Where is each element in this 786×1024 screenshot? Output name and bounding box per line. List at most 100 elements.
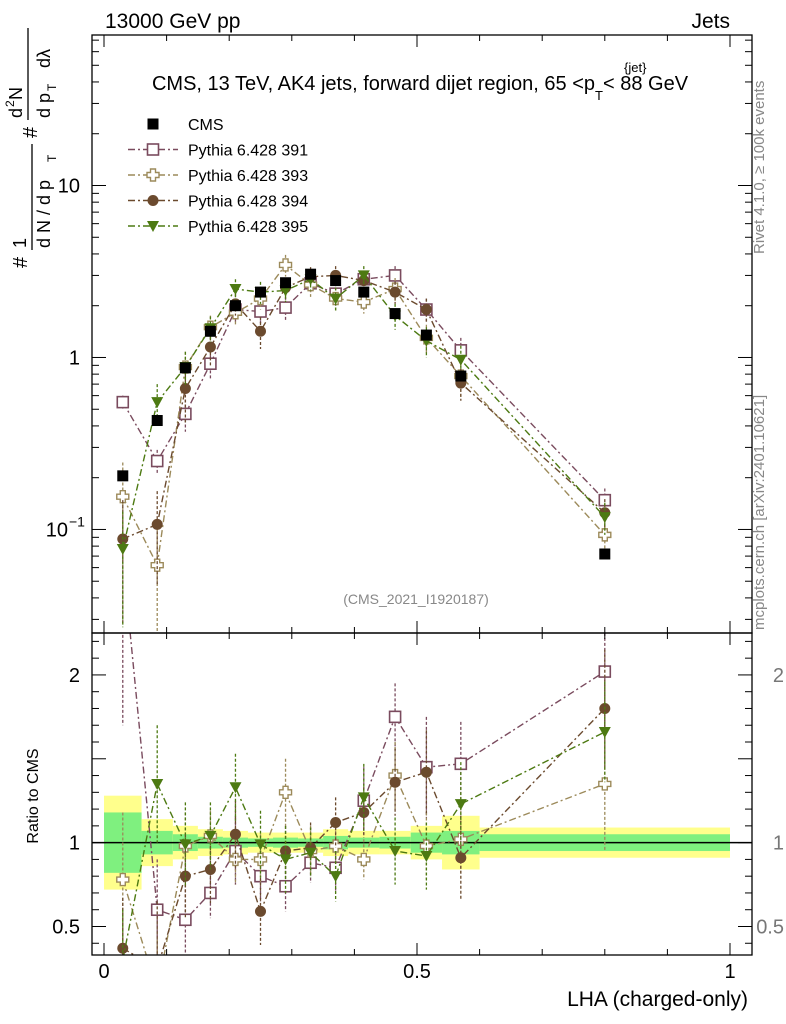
- legend-marker-2: [146, 168, 160, 182]
- ylabel-numerator-sup: 2: [3, 100, 17, 107]
- series-1-ratio: [116, 716, 612, 955]
- ratio-ytick-label-left-0: 0.5: [52, 916, 80, 938]
- legend-entry-1: Pythia 6.428 391: [128, 143, 308, 160]
- ylabel-denominator-2-sub: T: [45, 83, 59, 91]
- series-1-point-0: [116, 490, 130, 504]
- legend-label-0: CMS: [188, 117, 224, 134]
- series-3-point-12: [454, 354, 467, 366]
- series-3-ratio-point-3: [204, 830, 217, 842]
- main-ytick-label-2: 10: [58, 175, 80, 197]
- series-2-ratio-point-0: [117, 942, 129, 954]
- main-ytick-label-1: 1: [69, 347, 80, 369]
- ylabel-denominator-2-lambda: dλ: [34, 49, 54, 68]
- series-0-ratio: [122, 633, 612, 955]
- series-3-ratio-point-0: [117, 955, 129, 966]
- ratio-ytick-label-right-0: 0.5: [756, 916, 784, 938]
- series-3-ratio-line: [123, 731, 606, 955]
- rivet-version-label: Rivet 4.1.0, ≥ 100k events: [751, 81, 768, 254]
- ratio-ytick-label-right-1: 1: [773, 833, 784, 855]
- series-3-point-6: [279, 285, 292, 297]
- series-1-ratio-line: [122, 773, 606, 955]
- chart-title-tail: < 88 GeV: [603, 73, 689, 95]
- ylabel-denominator-2: d p: [34, 93, 54, 118]
- x-tick-label-2: 1: [724, 961, 735, 983]
- main-ytick-label-sup-0: −1: [69, 513, 85, 529]
- series-2-line: [122, 274, 606, 540]
- series-0-point-6: [279, 301, 292, 314]
- series-2-point-10: [389, 286, 401, 298]
- legend-label-4: Pythia 6.428 395: [188, 219, 308, 236]
- cms-point-1: [151, 415, 163, 427]
- panel-frames: [91, 34, 753, 956]
- series-2-point-11: [420, 304, 432, 316]
- ylabel-hash-1: #: [10, 256, 32, 268]
- cms-point-7: [305, 268, 317, 280]
- cms-point-6: [280, 277, 292, 289]
- main-panel-series: [116, 254, 612, 633]
- series-1-main: [116, 254, 612, 633]
- legend-marker-1: [146, 143, 160, 156]
- series-2-ratio-point-2: [179, 870, 191, 882]
- series-3-point-8: [329, 293, 342, 305]
- legend-entry-3: Pythia 6.428 394: [128, 194, 308, 211]
- series-3-ratio-point-2: [179, 839, 192, 851]
- series-1-ratio-point-13: [598, 777, 612, 791]
- series-3-point-0: [116, 543, 129, 555]
- ylabel-denominator-sub: T: [45, 154, 59, 162]
- series-3-ratio-point-10: [389, 846, 402, 858]
- series-3-ratio-point-8: [329, 871, 342, 883]
- ratio-panel-frame: [91, 632, 753, 956]
- process-label: Jets: [691, 10, 730, 33]
- series-3-line: [122, 274, 606, 550]
- series-3-ratio-point-13: [598, 726, 611, 738]
- series-1-ratio-point-9: [357, 852, 371, 867]
- series-3-ratio-point-1: [151, 778, 164, 790]
- cms-data-points: [117, 268, 611, 560]
- series-3-ratio-point-12: [454, 799, 467, 811]
- main-y-axis-label: # 1 d N / d p T # d 2 N d p T dλ: [3, 28, 59, 268]
- ylabel-numerator-n: N: [6, 87, 26, 100]
- cms-point-4: [229, 300, 241, 312]
- ylabel-one: 1: [10, 238, 30, 248]
- ylabel-hash-2: #: [20, 126, 42, 138]
- cms-point-0: [117, 470, 129, 482]
- energy-label: 13000 GeV pp: [105, 10, 240, 33]
- series-1-ratio-point-6: [278, 785, 293, 800]
- chart-title-sup: {jet}: [624, 60, 647, 75]
- cms-point-3: [204, 325, 216, 337]
- legend-marker-0: [147, 118, 159, 130]
- ratio-y-axis-label: Ratio to CMS: [25, 748, 42, 843]
- series-3-ratio-point-5: [254, 839, 267, 851]
- ylabel-numerator: d: [6, 108, 26, 118]
- legend-label-1: Pythia 6.428 391: [188, 143, 308, 160]
- legend: CMS Pythia 6.428 391 Pythia 6.428 393 Pythi…: [128, 117, 308, 236]
- ratio-panel-series: [116, 633, 612, 966]
- series-2-point-2: [179, 383, 191, 395]
- ylabel-denominator: d N / d p: [34, 180, 54, 248]
- ratio-ytick-label-right-2: 2: [773, 665, 784, 687]
- series-0-point-0: [116, 395, 130, 409]
- series-2-main: [117, 266, 611, 625]
- series-1-point-1: [150, 558, 164, 572]
- legend-label-3: Pythia 6.428 394: [188, 194, 308, 211]
- cms-point-11: [420, 329, 432, 341]
- chart-title: CMS, 13 TeV, AK4 jets, forward dijet reg…: [152, 73, 689, 103]
- series-2-ratio-point-10: [389, 776, 401, 788]
- x-tick-label-0: 0: [98, 961, 109, 983]
- chart-title-sub: T: [595, 88, 603, 103]
- series-3-main: [116, 266, 611, 628]
- series-2-ratio: [117, 649, 611, 955]
- legend-marker-3: [147, 195, 159, 206]
- series-1-line: [122, 263, 606, 568]
- cms-point-5: [255, 286, 266, 298]
- series-1-ratio-point-0: [116, 872, 130, 887]
- legend-label-2: Pythia 6.428 393: [188, 168, 308, 185]
- cms-point-9: [358, 286, 370, 298]
- series-3-point-1: [151, 397, 164, 409]
- cms-point-10: [389, 308, 401, 320]
- series-2-ratio-point-12: [455, 852, 467, 864]
- series-2-ratio-point-8: [330, 817, 342, 829]
